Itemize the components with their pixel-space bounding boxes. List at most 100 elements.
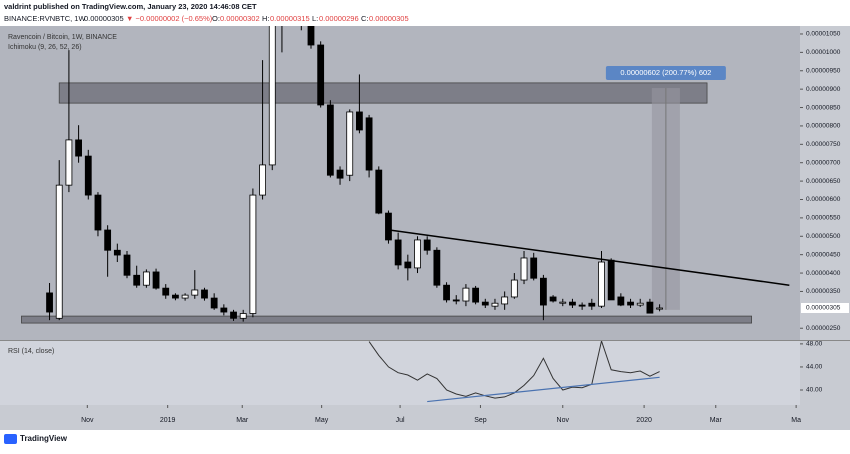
candle-body [133,274,141,286]
last-price-label: 0.00000305 [806,305,841,312]
y-tick-label: 0.00000900 [806,86,841,93]
x-tick-label: Ma [791,417,801,424]
y-tick-label: 0.00000250 [806,325,841,332]
candle-body [646,301,654,314]
candle-body [481,301,489,306]
y-tick-label: 0.00000700 [806,159,841,166]
candle-body [656,307,663,310]
candle-body [365,117,373,171]
range-label: 0.00000602 (200.77%) 602 [620,68,711,77]
y-tick-label: 0.00000800 [806,123,841,130]
candle-body [162,287,170,296]
ohlc-key: L: [312,14,318,23]
y-tick-label: 0.00001050 [806,31,841,38]
candle-body [356,111,363,131]
rsi-trendline [427,376,660,403]
y-tick-label: 0.00001000 [806,49,841,56]
change: ▼ −0.00000002 (−0.65%) [126,14,213,23]
ohlc-key: O: [212,14,220,23]
price-axis [800,26,850,405]
candle-body [181,294,189,299]
candle-body [394,239,402,266]
candle-body [239,313,247,319]
candle-body [510,279,518,298]
candle-body [46,292,53,313]
candle-body [268,26,276,166]
rsi-tick-label: 40.00 [806,387,823,394]
y-tick-label: 0.00000550 [806,215,841,222]
y-tick-label: 0.00000500 [806,233,841,240]
candle-body [443,284,450,301]
candle-body [472,287,480,303]
candle-body [307,26,315,46]
y-tick-label: 0.00000450 [806,251,841,258]
candle-body [220,307,228,313]
candle-body [259,164,266,196]
rsi-plot [368,341,660,403]
candle-body [617,296,625,306]
candle-body [569,301,576,306]
x-tick-label: Mar [710,417,723,424]
rsi-tick-label: 48.00 [806,341,823,348]
price-plot [21,26,790,324]
ohlc-key: H: [262,14,270,23]
symbol: BINANCE:RVNBTC, 1W [4,14,86,23]
candle-body [539,277,547,306]
y-tick-label: 0.00000400 [806,270,841,277]
candle-body [588,302,596,307]
candle-body [94,194,102,231]
ohlc-value: 0.00000315 [270,14,310,23]
candle-body [249,194,257,314]
candle-body [65,139,73,186]
candle-body [636,302,644,306]
candle-body [433,249,441,286]
published-line: valdrint published on TradingView.com, J… [4,2,257,11]
candle-body [210,297,218,309]
zone [58,82,708,104]
y-tick-label: 0.00000750 [806,141,841,148]
candle-body [123,254,131,276]
candle-body [84,155,92,196]
x-tick-label: 2019 [160,417,176,424]
candle-body [462,287,470,302]
x-tick-label: 2020 [636,417,652,424]
candle-body [75,139,82,157]
candle-body [385,212,392,241]
y-tick-label: 0.00000600 [806,196,841,203]
ohlc-value: 0.00000302 [220,14,260,23]
y-tick-label: 0.00000350 [806,288,841,295]
zone [21,315,752,324]
trendline [389,229,790,286]
candle-body [549,296,557,302]
candle-body [578,304,586,307]
candle-body [501,296,509,305]
candle-body [336,169,344,179]
x-tick-label: Sep [474,417,487,424]
candle-body [172,294,179,299]
y-tick-label: 0.00000950 [806,67,841,74]
y-tick-label: 0.00000650 [806,178,841,185]
candle-body [375,169,383,214]
last-price: 0.00000305 [84,14,124,23]
candle-body [530,257,538,279]
candle-body [491,302,499,307]
y-tick-label: 0.00000850 [806,104,841,111]
candle-body [201,289,208,299]
candle-body [152,271,160,289]
candle-body [113,249,121,256]
candle-body [627,301,634,306]
candle-body [317,44,325,106]
candle-body [404,261,412,269]
time-axis [0,405,850,430]
x-tick-label: Mar [236,417,249,424]
x-tick-label: Nov [557,417,570,424]
last-price-box [801,303,849,313]
candle-body [414,239,421,269]
candle-body [191,289,199,296]
logo-icon [4,434,17,444]
rsi-tick-label: 44.00 [806,364,823,371]
ohlc-value: 0.00000296 [319,14,359,23]
ohlc-value: 0.00000305 [369,14,409,23]
candle-body [520,257,528,281]
